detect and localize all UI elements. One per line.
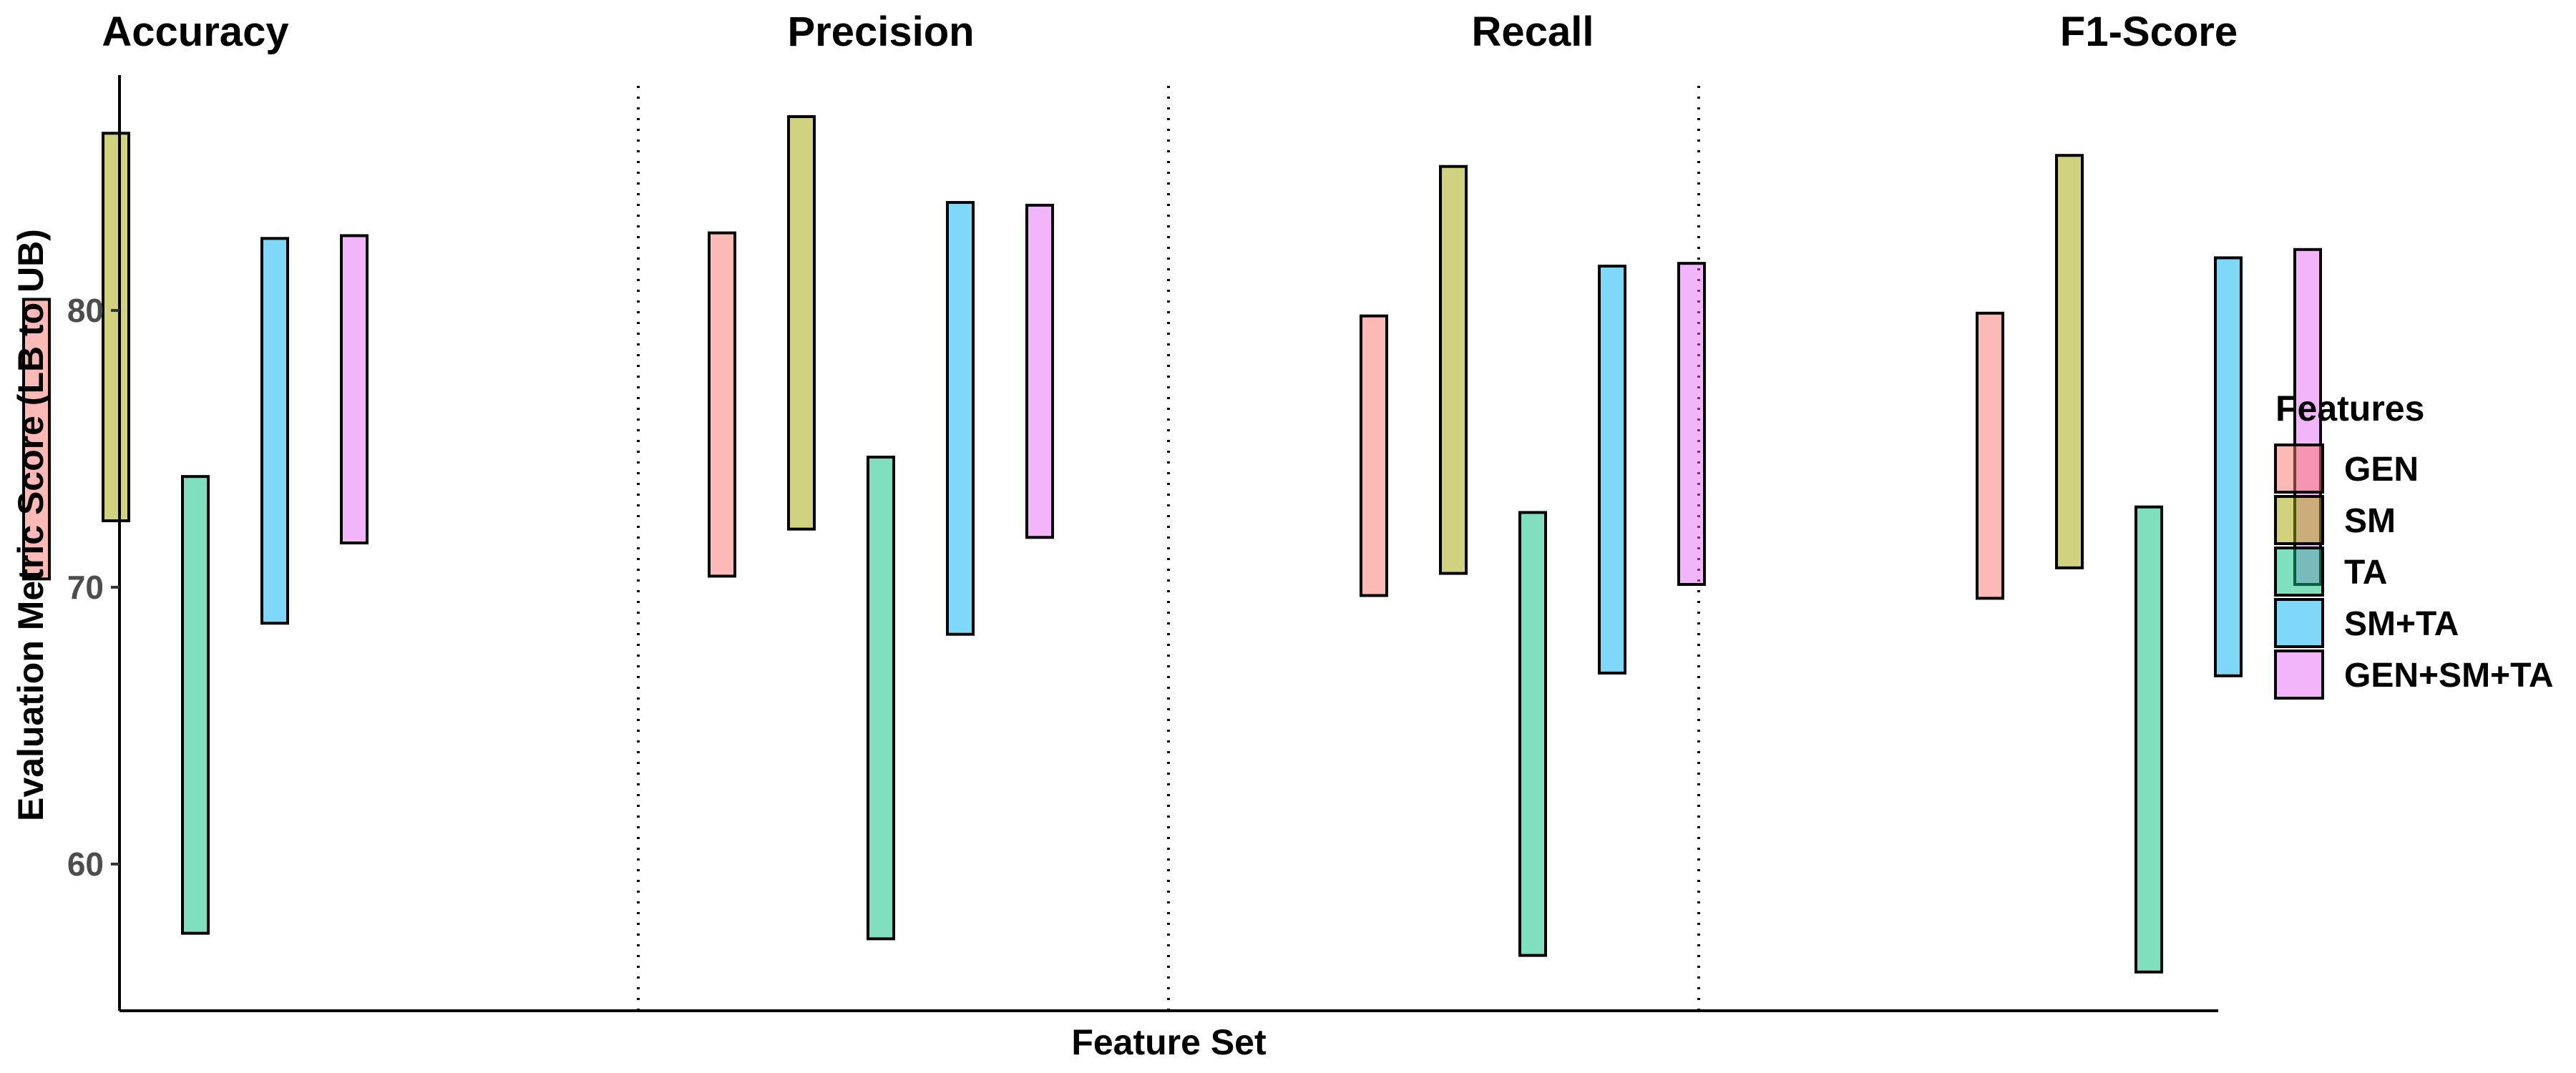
range-bar	[1976, 311, 2004, 600]
legend-label: GEN	[2344, 451, 2419, 489]
range-bar	[1360, 314, 1388, 597]
range-bar	[1025, 203, 1054, 539]
panel-title: Accuracy	[102, 9, 288, 55]
legend-swatch	[2274, 444, 2324, 494]
range-bar	[340, 234, 369, 544]
panel-title: F1-Score	[2060, 9, 2238, 55]
range-bar	[2135, 505, 2163, 974]
legend-swatch	[2274, 650, 2324, 700]
legend-swatch	[2274, 598, 2324, 648]
legend-swatch	[2274, 495, 2324, 545]
panel-title: Recall	[1472, 9, 1594, 55]
range-bar	[946, 201, 975, 636]
legend-label: SM	[2344, 502, 2396, 540]
legend-label: SM+TA	[2344, 605, 2459, 643]
axes: 60 70 80 Feature Set Evaluation Metric Score…	[11, 75, 2218, 1062]
y-tick-label: 80	[67, 292, 104, 329]
range-bar	[1677, 262, 1706, 587]
range-bar	[708, 231, 736, 578]
range-bar	[181, 475, 210, 935]
y-tick-label: 70	[67, 569, 104, 606]
range-bar	[22, 298, 51, 581]
range-bar	[1518, 511, 1547, 957]
range-bars	[22, 115, 2322, 974]
legend-label: TA	[2344, 554, 2387, 592]
legend-label: GEN+SM+TA	[2344, 657, 2554, 695]
range-bar	[1439, 165, 1468, 575]
x-axis-title: Feature Set	[1071, 1022, 1267, 1062]
range-bar	[102, 132, 130, 523]
range-bar	[787, 115, 816, 531]
legend-swatch	[2274, 547, 2324, 597]
range-bar	[260, 237, 289, 625]
y-axis-title: Evaluation Metric Score (LB to UB)	[11, 229, 51, 821]
panel-title: Precision	[787, 9, 974, 55]
y-tick-label: 60	[67, 846, 104, 883]
range-bar	[1598, 265, 1626, 675]
legend: Features GEN SM TA SM+TA GEN+SM+TA	[2274, 388, 2554, 700]
range-bar	[867, 456, 895, 941]
range-bar	[2214, 256, 2243, 677]
legend-title: Features	[2275, 388, 2424, 428]
range-bar	[2055, 154, 2084, 569]
panel-titles: Accuracy Precision Recall F1-Score	[102, 9, 2238, 55]
